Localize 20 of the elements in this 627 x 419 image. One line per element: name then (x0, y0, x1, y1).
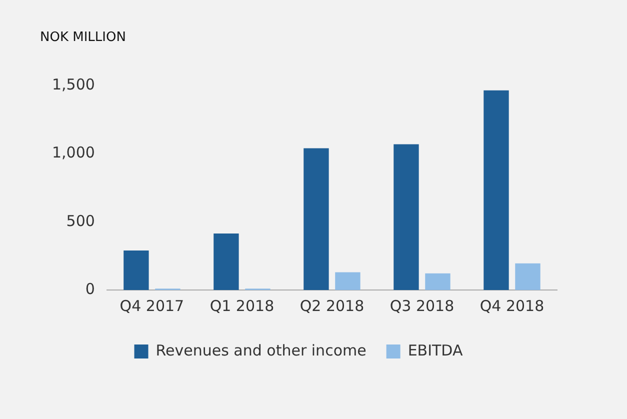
x-tick-label: Q1 2018 (210, 296, 274, 315)
legend-label: Revenues and other income (156, 341, 366, 360)
x-tick-label: Q3 2018 (390, 296, 454, 315)
x-tick-label: Q4 2018 (480, 296, 544, 315)
y-tick-label: 0 (85, 280, 95, 298)
bar (214, 233, 239, 290)
bar (394, 144, 419, 290)
x-tick-label: Q2 2018 (300, 296, 364, 315)
bar (425, 273, 450, 290)
chart-title: NOK MILLION (40, 30, 126, 46)
bar (515, 263, 540, 290)
bar (484, 90, 509, 290)
bar (335, 272, 360, 290)
bar (304, 148, 329, 290)
x-tick-label: Q4 2017 (120, 296, 184, 315)
y-tick-label: 500 (66, 212, 95, 230)
y-tick-label: 1,500 (52, 75, 95, 94)
bar (124, 250, 149, 290)
legend-label: EBITDA (408, 341, 464, 360)
y-tick-label: 1,000 (52, 144, 95, 162)
